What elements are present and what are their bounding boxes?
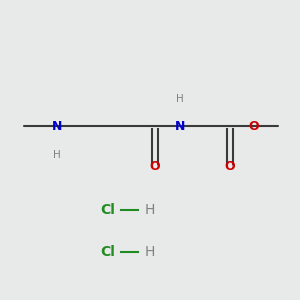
Text: H: H xyxy=(145,203,155,217)
Text: O: O xyxy=(224,160,235,173)
Text: O: O xyxy=(149,160,160,173)
Text: N: N xyxy=(175,119,185,133)
Text: H: H xyxy=(176,94,184,104)
Text: O: O xyxy=(248,119,259,133)
Text: Cl: Cl xyxy=(100,245,116,259)
Text: H: H xyxy=(145,245,155,259)
Text: N: N xyxy=(52,119,62,133)
Text: H: H xyxy=(53,149,61,160)
Text: Cl: Cl xyxy=(100,203,116,217)
